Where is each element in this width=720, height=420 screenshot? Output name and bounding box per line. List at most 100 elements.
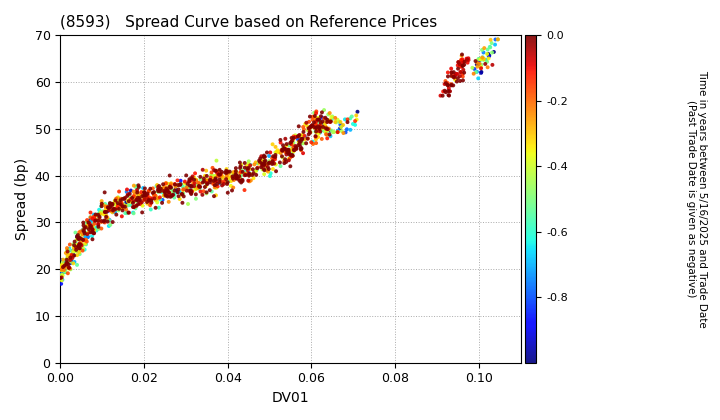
Point — [82, 222, 94, 229]
Point — [296, 133, 307, 140]
Point — [472, 75, 484, 82]
Point — [261, 160, 272, 167]
Point — [325, 118, 336, 125]
Point — [312, 125, 324, 131]
Point — [86, 223, 97, 229]
Point — [100, 203, 112, 210]
Point — [73, 229, 85, 236]
Point — [315, 122, 327, 129]
Point — [163, 189, 175, 196]
Point — [286, 134, 297, 141]
Point — [472, 63, 483, 70]
Point — [233, 174, 244, 181]
Point — [162, 187, 174, 194]
Point — [332, 127, 343, 134]
Point — [131, 189, 143, 196]
Point — [56, 274, 68, 281]
Point — [320, 124, 332, 131]
Point — [96, 203, 107, 210]
Point — [332, 116, 343, 123]
Point — [204, 177, 215, 184]
Point — [139, 196, 150, 203]
Point — [168, 188, 179, 195]
Point — [308, 123, 320, 130]
Point — [75, 228, 86, 235]
Point — [336, 124, 347, 131]
Point — [454, 61, 465, 68]
Point — [253, 160, 265, 167]
Point — [332, 129, 343, 136]
Point — [55, 274, 67, 281]
Point — [74, 240, 86, 247]
Point — [153, 188, 165, 194]
Point — [148, 189, 160, 195]
Point — [109, 206, 121, 213]
Point — [462, 56, 473, 63]
Point — [152, 194, 163, 201]
Point — [264, 173, 276, 179]
Point — [186, 191, 197, 197]
Point — [335, 121, 346, 128]
Point — [66, 252, 78, 258]
Point — [109, 200, 121, 207]
Point — [209, 181, 220, 187]
Point — [95, 208, 107, 215]
Point — [440, 80, 451, 87]
Point — [136, 199, 148, 206]
Point — [243, 170, 254, 177]
Point — [264, 159, 275, 166]
Point — [131, 183, 143, 189]
Point — [166, 192, 177, 199]
Point — [232, 176, 243, 182]
Point — [135, 191, 146, 198]
Point — [160, 188, 171, 194]
Point — [319, 122, 330, 129]
Point — [83, 226, 94, 233]
Point — [296, 140, 307, 147]
Point — [442, 82, 454, 89]
Point — [68, 252, 80, 259]
Point — [321, 119, 333, 126]
Point — [283, 157, 294, 164]
Point — [81, 218, 93, 225]
Point — [165, 184, 176, 191]
Point — [120, 194, 131, 201]
Point — [182, 201, 194, 207]
Point — [316, 109, 328, 116]
Point — [254, 159, 266, 165]
Point — [336, 122, 348, 129]
Point — [82, 223, 94, 230]
Point — [221, 171, 233, 177]
Point — [63, 255, 74, 262]
Point — [475, 63, 487, 70]
Point — [490, 41, 501, 48]
Point — [475, 65, 487, 71]
Point — [215, 171, 226, 178]
Point — [320, 126, 332, 133]
Point — [159, 192, 171, 199]
Point — [237, 178, 248, 184]
Point — [294, 138, 305, 144]
Point — [482, 51, 493, 58]
Point — [312, 114, 324, 121]
Point — [270, 149, 282, 156]
Point — [442, 80, 454, 87]
Point — [237, 168, 248, 175]
Point — [189, 183, 200, 189]
Point — [192, 184, 204, 191]
Point — [89, 216, 101, 223]
Point — [274, 159, 286, 166]
Point — [486, 49, 498, 56]
Point — [280, 146, 292, 152]
Point — [66, 258, 77, 265]
Point — [446, 81, 457, 88]
Point — [174, 181, 186, 188]
Point — [210, 184, 222, 191]
Point — [104, 217, 115, 223]
Point — [325, 113, 337, 120]
Point — [95, 210, 107, 217]
Point — [310, 121, 322, 128]
Point — [103, 205, 114, 211]
Point — [444, 88, 456, 95]
Point — [92, 217, 104, 224]
